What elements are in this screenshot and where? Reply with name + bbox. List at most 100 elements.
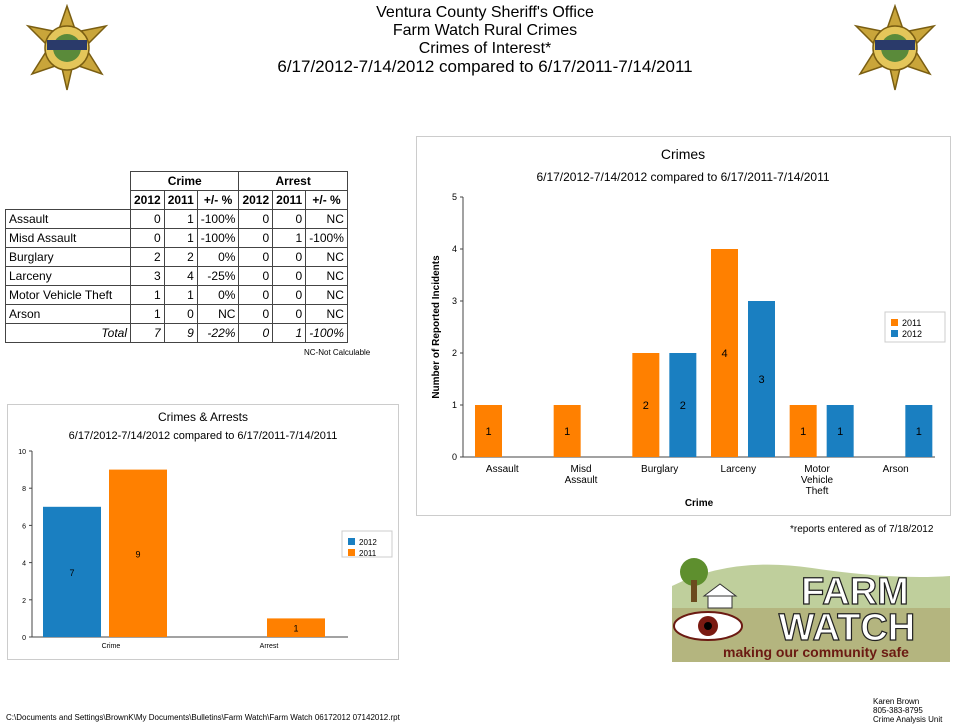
table-note: NC-Not Calculable — [304, 348, 371, 357]
crimes-arrests-chart-panel: Crimes & Arrests 6/17/2012-7/14/2012 comp… — [7, 404, 399, 660]
row-label: Larceny — [5, 266, 131, 286]
bar-2012 — [748, 301, 775, 457]
x-tick-label: Assault — [486, 464, 519, 475]
report-title: Farm Watch Rural Crimes — [392, 22, 578, 39]
column-header: 2012 — [130, 190, 165, 210]
author-unit: Crime Analysis Unit — [873, 715, 943, 724]
column-header: +/- % — [196, 190, 240, 210]
table-cell: -100% — [196, 209, 240, 229]
x-tick-label: Crime — [102, 643, 121, 650]
row-label: Arson — [5, 304, 131, 324]
row-label: Assault — [5, 209, 131, 229]
table-cell: 0 — [238, 285, 274, 305]
y-tick-label: 4 — [22, 561, 26, 568]
bar-2012 — [905, 405, 933, 457]
table-cell: NC — [305, 304, 348, 324]
chart-subtitle: 6/17/2012-7/14/2012 compared to 6/17/201… — [69, 430, 338, 442]
legend-label: 2012 — [902, 329, 922, 339]
table-cell: 9 — [163, 323, 198, 343]
author-phone: 805-383-8795 — [873, 706, 923, 715]
sheriff-badge-right-icon — [853, 4, 937, 91]
table-cell: -22% — [196, 323, 240, 343]
report-subtitle: Crimes of Interest* — [418, 40, 552, 57]
column-header: 2012 — [238, 190, 274, 210]
chart-subtitle: 6/17/2012-7/14/2012 compared to 6/17/201… — [536, 170, 829, 184]
table-cell: 0 — [238, 209, 274, 229]
bar-2011 — [109, 469, 167, 637]
legend-label: 2011 — [902, 318, 921, 328]
column-header: 2011 — [272, 190, 307, 210]
legend-swatch — [891, 319, 898, 326]
legend-label: 2011 — [359, 549, 377, 558]
y-tick-label: 3 — [452, 296, 457, 306]
y-tick-label: 5 — [452, 192, 457, 202]
data-label: 7 — [69, 568, 74, 578]
bar-2012 — [43, 506, 101, 637]
bar-2011 — [475, 405, 502, 457]
legend-box — [341, 530, 393, 558]
chart-title: Crimes — [661, 146, 705, 162]
report-date-range: 6/17/2012-7/14/2012 compared to 6/17/201… — [277, 57, 693, 76]
y-tick-label: 4 — [452, 244, 457, 254]
table-cell: 1 — [130, 285, 165, 305]
table-cell: -100% — [305, 228, 348, 248]
bar-2012 — [826, 405, 854, 457]
table-cell: NC — [305, 247, 348, 267]
crime-arrest-table: Crime Arrest 2012 2011 +/- % 2012 2011 +… — [5, 171, 348, 343]
table-cell: -100% — [196, 228, 240, 248]
data-label: 1 — [485, 426, 491, 438]
y-axis-label: Number of Reported Incidents — [431, 255, 442, 399]
table-cell: 4 — [163, 266, 198, 286]
crimes-chart-panel: Crimes 6/17/2012-7/14/2012 compared to 6/… — [416, 136, 951, 516]
data-label: 3 — [758, 374, 764, 386]
table-group-header: Arrest — [238, 171, 348, 191]
y-tick-label: 6 — [22, 523, 26, 530]
table-cell: 1 — [163, 228, 198, 248]
table-cell: 0 — [272, 304, 307, 324]
table-cell: -100% — [305, 323, 348, 343]
table-row: Assault 0 1 -100% 0 0 NC — [5, 209, 348, 229]
table-row: Burglary 2 2 0% 0 0 NC — [5, 247, 348, 267]
table-cell: 0 — [272, 247, 307, 267]
x-tick-label: Motor — [804, 464, 830, 475]
x-axis-label: Crime — [685, 498, 714, 509]
table-cell: 0 — [272, 209, 307, 229]
sheriff-badge-left-icon — [25, 4, 109, 91]
crimes-arrests-chart: Crimes & Arrests 6/17/2012-7/14/2012 comp… — [18, 410, 393, 650]
x-tick-label: Arson — [883, 464, 909, 475]
table-cell: 0 — [238, 323, 274, 343]
y-tick-label: 0 — [22, 635, 26, 642]
table-cell: 0% — [196, 285, 240, 305]
logo-word-watch: WATCH — [779, 607, 916, 649]
x-tick-label: Misd — [570, 464, 591, 475]
y-tick-label: 2 — [452, 348, 457, 358]
data-label: 4 — [721, 348, 727, 360]
data-label: 1 — [293, 624, 298, 634]
x-tick-label: Assault — [565, 475, 598, 486]
table-cell: -25% — [196, 266, 240, 286]
logo-word-farm: FARM — [801, 571, 909, 613]
report-header: Ventura County Sheriff's Office Farm Wat… — [0, 4, 970, 76]
chart-title: Crimes & Arrests — [158, 410, 248, 424]
bar-2011 — [553, 405, 581, 457]
x-tick-label: Burglary — [641, 464, 678, 475]
table-cell: 1 — [130, 304, 165, 324]
table-cell: 0 — [238, 228, 274, 248]
data-label: 1 — [800, 426, 806, 438]
table-cell: 0% — [196, 247, 240, 267]
y-tick-label: 1 — [452, 400, 457, 410]
table-cell: 1 — [163, 209, 198, 229]
table-cell: 0 — [238, 247, 274, 267]
bar-2011 — [711, 249, 738, 457]
table-cell: 0 — [238, 266, 274, 286]
table-cell: 0 — [238, 304, 274, 324]
column-header: 2011 — [163, 190, 198, 210]
legend-swatch — [348, 549, 355, 556]
table-row: Arson 1 0 NC 0 0 NC — [5, 304, 348, 324]
x-tick-label: Theft — [806, 486, 829, 497]
x-tick-label: Vehicle — [801, 475, 834, 486]
data-label: 2 — [680, 400, 686, 412]
logo-tagline: making our community safe — [723, 644, 909, 660]
data-label: 1 — [564, 426, 570, 438]
y-tick-label: 10 — [18, 449, 26, 456]
